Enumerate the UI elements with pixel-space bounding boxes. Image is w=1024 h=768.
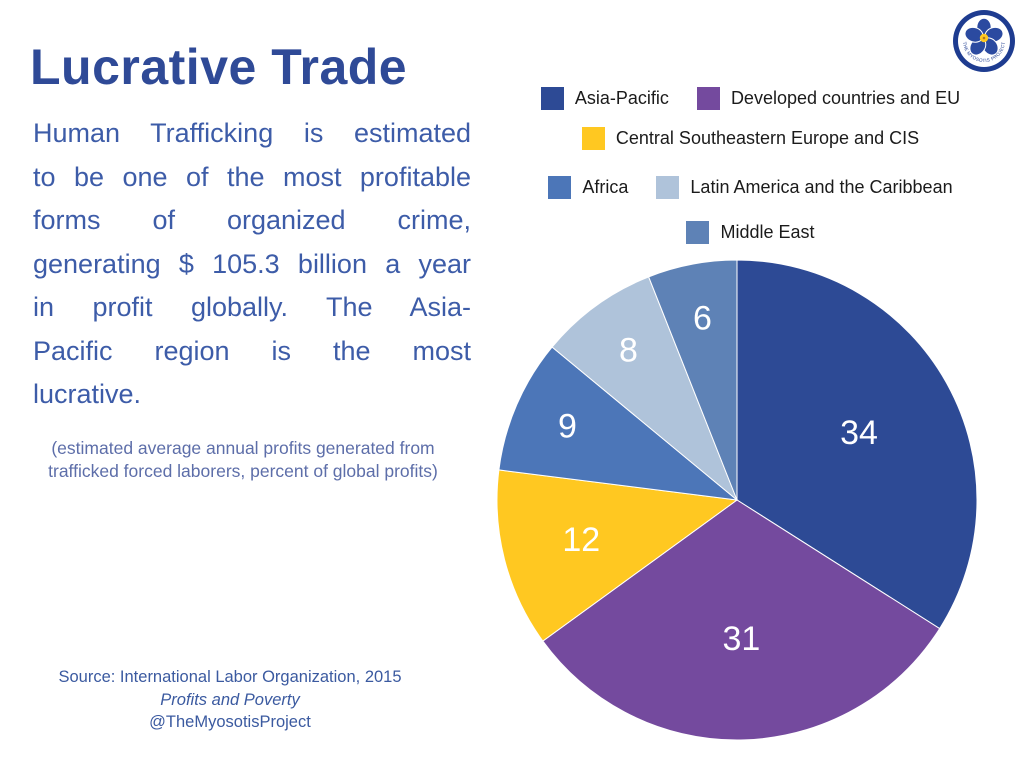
- intro-line: to be one of the most profitable: [33, 161, 471, 192]
- pie-slice-africa: [498, 346, 739, 501]
- legend-swatch-developed-countries-and-eu: [696, 86, 720, 110]
- pie-value-central-southeastern-europe-and-cis: 12: [562, 521, 600, 559]
- legend-row: Africa Latin America and the Caribbean: [478, 175, 1023, 199]
- intro-line: lucrative.: [33, 379, 142, 409]
- legend-item-central-southeastern-europe-and-cis: Central Southeastern Europe and CIS: [581, 126, 920, 150]
- pie-value-latin-america-and-the-caribbean: 8: [619, 332, 638, 370]
- intro-line: forms of organized crime,: [33, 205, 471, 235]
- legend-swatch-africa: [548, 175, 572, 199]
- myosotis-project-logo-icon: THE MYOSOTIS PROJECT: [953, 10, 1015, 72]
- methodology-note: (estimated average annual profits genera…: [12, 437, 474, 483]
- intro-line: in profit globally. The Asia-: [33, 292, 471, 322]
- legend-label-middle-east: Middle East: [720, 221, 815, 242]
- note-line: (estimated average annual profits genera…: [51, 438, 435, 458]
- note-line: trafficked forced laborers, percent of g…: [48, 461, 438, 481]
- legend-label-central-southeastern-europe-and-cis: Central Southeastern Europe and CIS: [615, 127, 920, 148]
- legend-swatch-central-southeastern-europe-and-cis: [581, 126, 605, 150]
- intro-line: generating $ 105.3 billion a year: [33, 248, 471, 279]
- legend-row: Central Southeastern Europe and CIS: [478, 126, 1023, 150]
- legend-label-asia-pacific: Asia-Pacific: [574, 87, 669, 108]
- legend-label-africa: Africa: [582, 176, 629, 197]
- intro-line: Pacific region is the most: [33, 335, 471, 366]
- social-handle: @TheMyosotisProject: [149, 713, 311, 731]
- publication-title: Profits and Poverty: [160, 690, 300, 709]
- source-block: Source: International Labor Organization…: [20, 666, 440, 734]
- pie-slice-developed-countries-and-eu: [542, 499, 941, 741]
- legend-label-developed-countries-and-eu: Developed countries and EU: [730, 87, 961, 108]
- pie-slice-central-southeastern-europe-and-cis: [496, 469, 739, 642]
- intro-line: Human Trafficking is estimated: [33, 118, 471, 148]
- pie-chart: 34 31 12 9 8 6: [496, 259, 978, 741]
- source-text: Source: International Labor Organization…: [58, 668, 402, 686]
- pie-slice-asia-pacific: [736, 259, 978, 630]
- pie-slice-middle-east: [648, 259, 738, 501]
- chart-legend: Asia-Pacific Developed countries and EU Ce…: [478, 86, 1023, 244]
- legend-item-developed-countries-and-eu: Developed countries and EU: [696, 86, 961, 110]
- legend-label-latin-america-and-the-caribbean: Latin America and the Caribbean: [690, 176, 953, 197]
- page-title: Lucrative Trade: [30, 39, 408, 95]
- pie-value-asia-pacific: 34: [840, 414, 878, 452]
- intro-paragraph: Human Trafficking is estimated to be one …: [33, 112, 471, 417]
- pie-slice-latin-america-and-the-caribbean: [551, 276, 738, 501]
- pie-value-developed-countries-and-eu: 31: [722, 620, 760, 658]
- pie-value-middle-east: 6: [693, 300, 712, 338]
- legend-item-latin-america-and-the-caribbean: Latin America and the Caribbean: [656, 175, 953, 199]
- legend-swatch-asia-pacific: [540, 86, 564, 110]
- legend-swatch-latin-america-and-the-caribbean: [656, 175, 680, 199]
- pie-value-africa: 9: [558, 408, 577, 446]
- legend-item-africa: Africa: [548, 175, 629, 199]
- legend-item-asia-pacific: Asia-Pacific: [540, 86, 669, 110]
- legend-item-middle-east: Middle East: [686, 220, 815, 244]
- forget-me-not-flower-icon: [964, 17, 1004, 56]
- legend-row: Asia-Pacific Developed countries and EU: [478, 86, 1023, 110]
- legend-row: Middle East: [478, 220, 1023, 244]
- legend-swatch-middle-east: [686, 220, 710, 244]
